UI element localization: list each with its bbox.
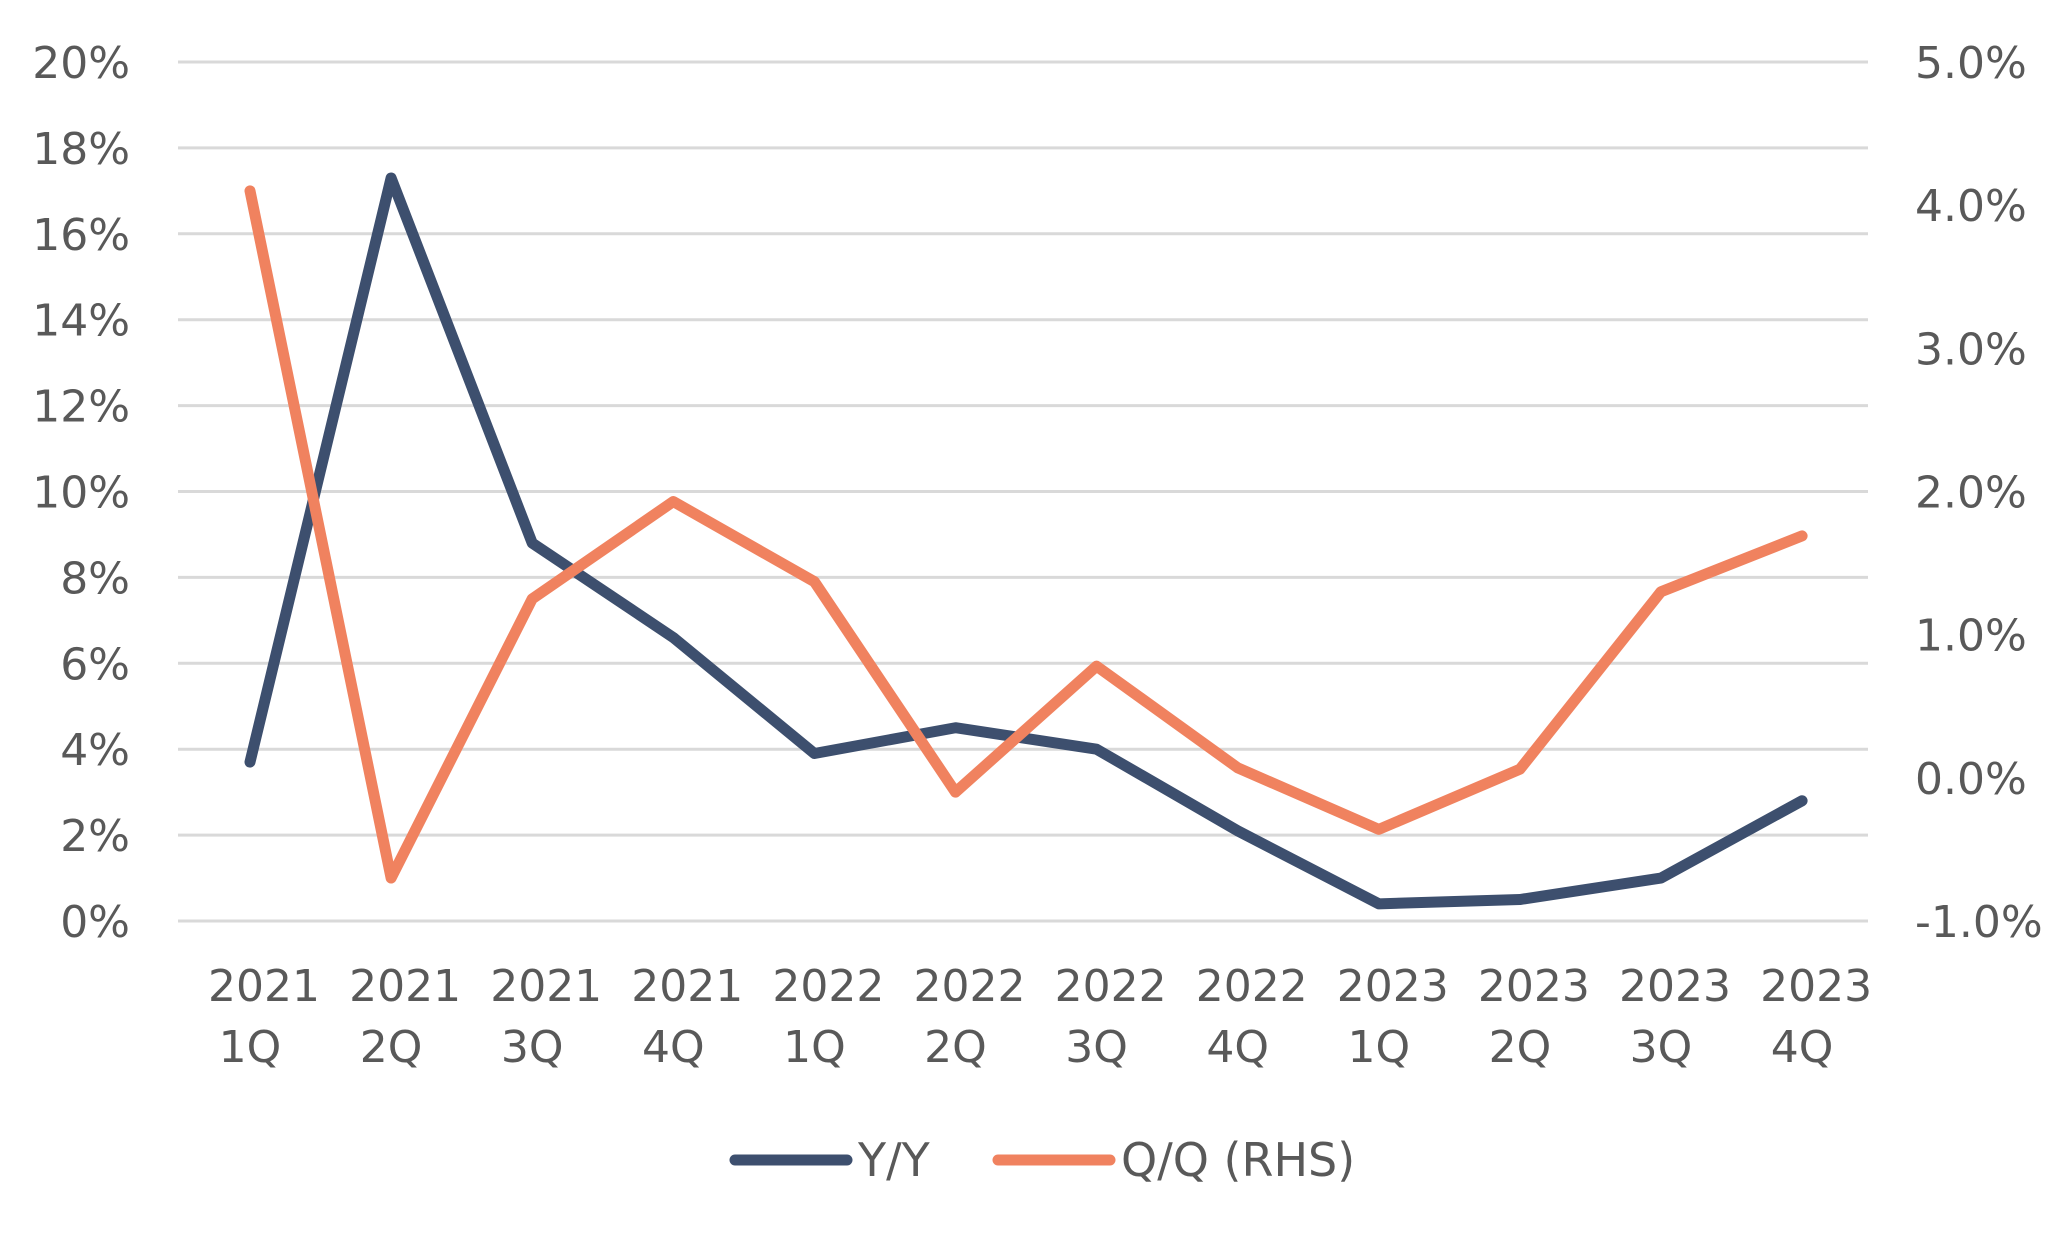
x-axis-ticks: 2021 1Q 2021 2Q 2021 3Q 2021 4Q 2022 1Q 2022 2Q 2022… bbox=[208, 961, 1872, 1073]
x-tick-label-quarter: 3Q bbox=[1065, 1022, 1128, 1073]
left-tick-label: 8% bbox=[60, 553, 130, 604]
x-tick-label-quarter: 3Q bbox=[501, 1022, 564, 1073]
x-tick-label-quarter: 1Q bbox=[783, 1022, 846, 1073]
left-tick-label: 18% bbox=[32, 124, 130, 175]
right-tick-label: 0.0% bbox=[1915, 754, 2027, 805]
x-tick-label-year: 2023 bbox=[1337, 961, 1449, 1012]
left-tick-label: 6% bbox=[60, 639, 130, 690]
x-tick-label-quarter: 2Q bbox=[924, 1022, 987, 1073]
x-tick-label-year: 2021 bbox=[208, 961, 320, 1012]
left-tick-label: 0% bbox=[60, 897, 130, 948]
x-tick-label-quarter: 4Q bbox=[1206, 1022, 1269, 1073]
legend-label-qq: Q/Q (RHS) bbox=[1121, 1133, 1355, 1187]
x-tick-label-quarter: 3Q bbox=[1630, 1022, 1693, 1073]
x-tick-label-quarter: 1Q bbox=[1347, 1022, 1410, 1073]
legend-label-yy: Y/Y bbox=[857, 1133, 931, 1187]
right-tick-label: 3.0% bbox=[1915, 324, 2027, 375]
right-tick-label: -1.0% bbox=[1915, 897, 2043, 948]
left-tick-label: 10% bbox=[32, 468, 130, 519]
x-tick-label-quarter: 2Q bbox=[360, 1022, 423, 1073]
left-tick-label: 4% bbox=[60, 725, 130, 776]
x-tick-label-quarter: 1Q bbox=[219, 1022, 282, 1073]
x-tick-label-year: 2022 bbox=[1055, 961, 1167, 1012]
x-tick-label-year: 2022 bbox=[914, 961, 1026, 1012]
right-tick-label: 5.0% bbox=[1915, 38, 2027, 89]
right-axis-ticks: -1.0% 0.0% 1.0% 2.0% 3.0% 4.0% 5.0% bbox=[1915, 38, 2043, 948]
x-tick-label-quarter: 2Q bbox=[1489, 1022, 1552, 1073]
x-tick-label-year: 2021 bbox=[349, 961, 461, 1012]
x-tick-label-year: 2021 bbox=[631, 961, 743, 1012]
right-tick-label: 4.0% bbox=[1915, 181, 2027, 232]
x-tick-label-year: 2022 bbox=[772, 961, 884, 1012]
x-tick-label-year: 2022 bbox=[1196, 961, 1308, 1012]
left-tick-label: 2% bbox=[60, 811, 130, 862]
right-tick-label: 2.0% bbox=[1915, 468, 2027, 519]
x-tick-label-year: 2021 bbox=[490, 961, 602, 1012]
x-tick-label-year: 2023 bbox=[1478, 961, 1590, 1012]
right-tick-label: 1.0% bbox=[1915, 611, 2027, 662]
legend: Y/Y Q/Q (RHS) bbox=[729, 1133, 1355, 1187]
left-tick-label: 20% bbox=[32, 38, 130, 89]
series-line-yy bbox=[244, 172, 1808, 910]
x-tick-label-quarter: 4Q bbox=[642, 1022, 705, 1073]
left-tick-label: 16% bbox=[32, 210, 130, 261]
x-tick-label-year: 2023 bbox=[1619, 961, 1731, 1012]
left-tick-label: 12% bbox=[32, 382, 130, 433]
left-tick-label: 14% bbox=[32, 296, 130, 347]
series-line-qq bbox=[244, 185, 1808, 884]
x-tick-label-quarter: 4Q bbox=[1771, 1022, 1834, 1073]
left-axis-ticks: 0% 2% 4% 6% 8% 10% 12% 14% 16% 18% 20% bbox=[32, 38, 130, 948]
series-lines bbox=[244, 172, 1808, 910]
x-tick-label-year: 2023 bbox=[1760, 961, 1872, 1012]
